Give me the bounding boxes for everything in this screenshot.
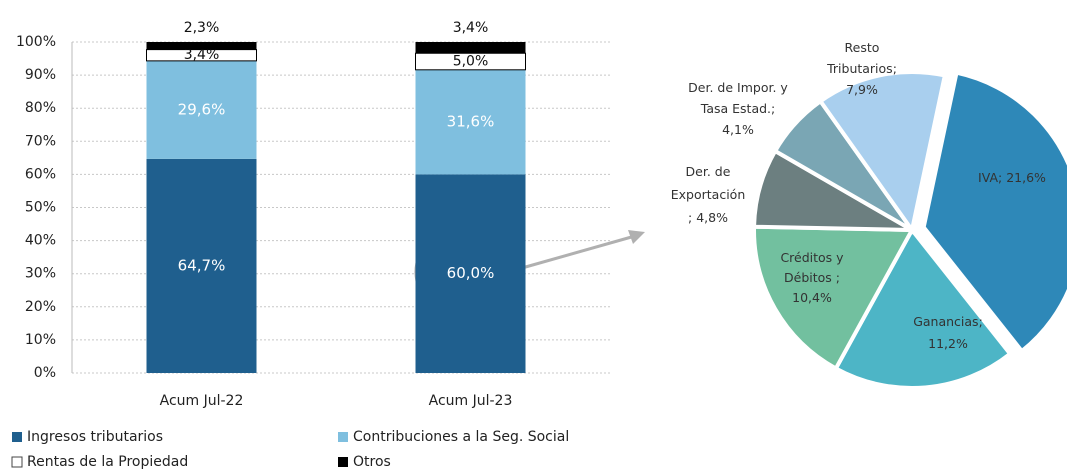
data-label: 64,7% — [178, 256, 226, 274]
x-tick-label: Acum Jul-23 — [429, 393, 513, 409]
arrow-head — [628, 230, 645, 244]
pie-slice — [833, 226, 1013, 390]
pie-label: IVA; 21,6% — [978, 170, 1046, 185]
legend-swatch — [12, 432, 22, 442]
y-tick-label: 30% — [25, 266, 56, 282]
pie-label-line: Der. de Impor. y — [688, 80, 788, 95]
pie-label: Ganancias; 11,2% — [913, 314, 983, 351]
bar-segment — [146, 158, 257, 373]
data-label: 29,6% — [178, 100, 226, 118]
pie-label-line: Exportación — [671, 187, 746, 202]
y-tick-label: 10% — [25, 332, 56, 348]
pie-label-line: Tasa Estad.; — [700, 101, 775, 116]
y-tick-label: 60% — [25, 166, 56, 182]
legend-label: Ingresos tributarios — [27, 429, 163, 445]
legend-swatch — [338, 457, 348, 467]
pie-label: Créditos y Débitos ; 10,4% — [780, 250, 844, 305]
pie-label-line: Der. de — [686, 164, 731, 179]
y-tick-label: 0% — [34, 365, 56, 381]
pie-slice — [752, 224, 916, 372]
pie-label-line: Tributarios; — [826, 61, 897, 76]
x-tick-label: Acum Jul-22 — [160, 393, 244, 409]
y-tick-label: 50% — [25, 200, 56, 216]
legend-swatch — [338, 432, 348, 442]
y-tick-label: 20% — [25, 299, 56, 315]
pie-label-line: Ganancias; — [913, 314, 983, 329]
bar-segment — [415, 42, 526, 54]
pie-label-line: 10,4% — [792, 290, 832, 305]
bar-segment — [415, 174, 526, 373]
data-label: 60,0% — [447, 264, 495, 282]
pie-label: Resto Tributarios; 7,9% — [826, 40, 897, 97]
bar-segment — [415, 69, 526, 175]
pie-label-line: Débitos ; — [784, 270, 840, 285]
bar-segment — [146, 60, 257, 159]
legend-swatch — [11, 456, 23, 468]
pie-label-line: Resto — [845, 40, 880, 55]
y-tick-label: 100% — [16, 34, 56, 50]
pie-slice — [921, 70, 1067, 354]
y-tick-label: 90% — [25, 67, 56, 83]
bar-segment — [146, 42, 257, 50]
y-tick-label: 80% — [25, 100, 56, 116]
legend-label: Contribuciones a la Seg. Social — [353, 429, 569, 445]
y-tick-label: 40% — [25, 233, 56, 249]
pie-label-line: 11,2% — [928, 336, 968, 351]
data-label: 2,3% — [184, 20, 220, 36]
legend-label: Otros — [353, 454, 391, 470]
data-label: 3,4% — [184, 47, 220, 63]
arrow-line — [521, 234, 636, 270]
bar-segment — [415, 52, 526, 71]
pie-label-line: Créditos y — [780, 250, 844, 265]
pie-label-line: IVA; 21,6% — [978, 170, 1046, 185]
pie-label: Der. de Exportación ; 4,8% — [671, 164, 746, 225]
legend-label: Rentas de la Propiedad — [27, 454, 188, 470]
pie-label: Der. de Impor. y Tasa Estad.; 4,1% — [688, 80, 788, 137]
pie-label-line: 4,1% — [722, 122, 754, 137]
data-label: 3,4% — [453, 20, 489, 36]
y-tick-label: 70% — [25, 133, 56, 149]
pie-slice — [817, 70, 948, 235]
data-label: 31,6% — [447, 113, 495, 131]
pie-label-line: ; 4,8% — [688, 210, 728, 225]
pie-label-line: 7,9% — [846, 82, 878, 97]
data-label: 5,0% — [453, 54, 489, 70]
